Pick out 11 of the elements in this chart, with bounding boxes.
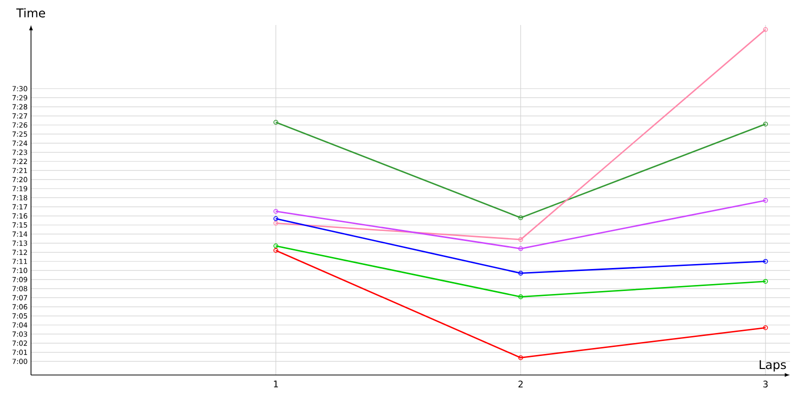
point: [518, 215, 524, 220]
point: [518, 270, 524, 276]
point: [518, 355, 524, 360]
point: [518, 294, 524, 300]
x-axis-title: Laps: [760, 360, 786, 372]
x-tick-label: 3: [763, 380, 768, 388]
point: [518, 246, 524, 252]
y-axis-title: Time: [16, 8, 46, 18]
x-tick-label: 2: [518, 380, 523, 388]
point: [518, 237, 524, 242]
x-tick-label: 1: [274, 380, 278, 388]
